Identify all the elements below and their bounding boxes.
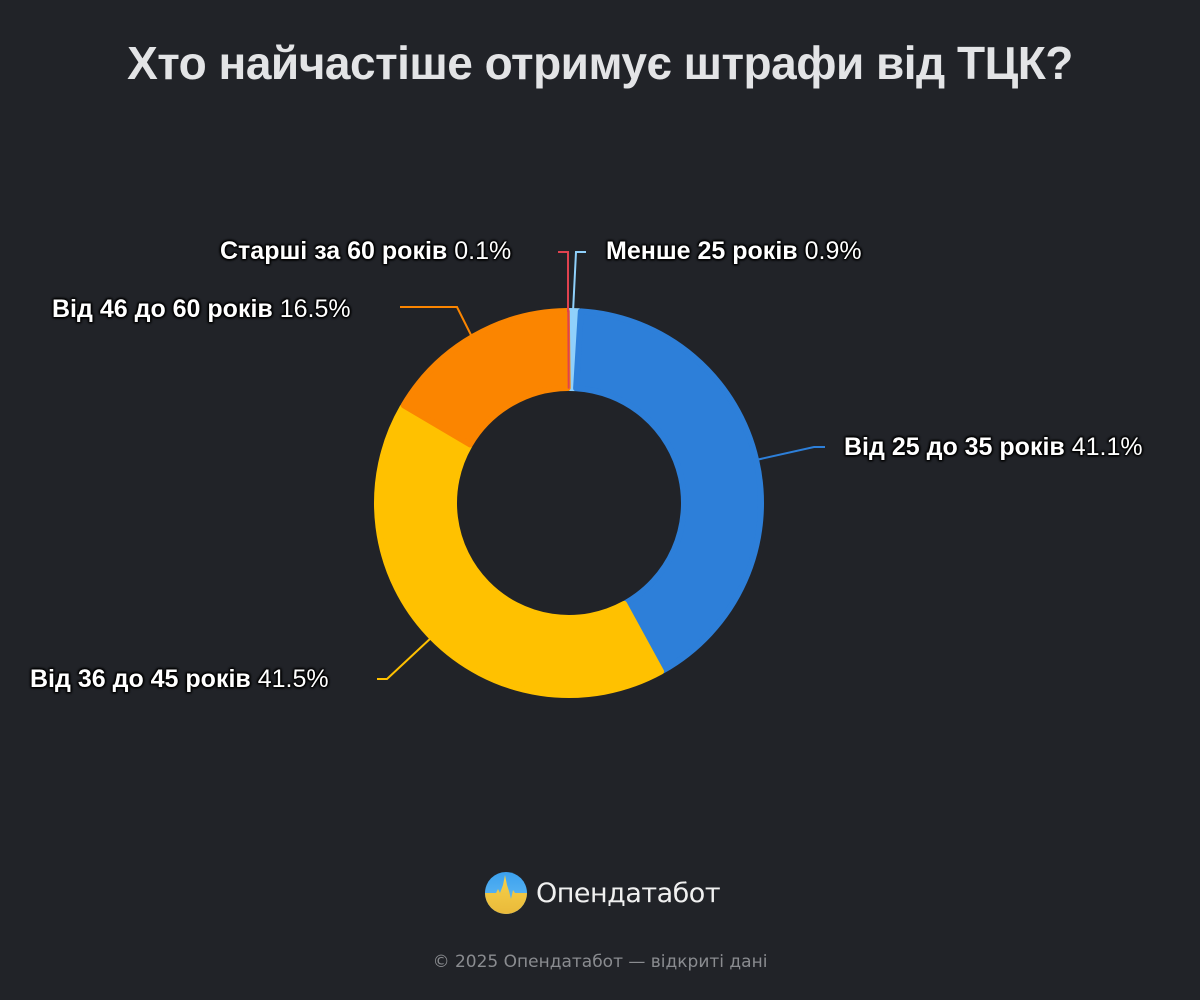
label-25-35-pct: 41.1% — [1071, 433, 1143, 461]
opendatabot-logo-icon — [485, 872, 527, 914]
label-over-60-pct: 0.1% — [454, 237, 512, 265]
label-25-35-name: Від 25 до 35 років — [844, 433, 1065, 461]
brand-name: Опендатабот — [536, 877, 721, 909]
label-25-35: Від 25 до 35 років 41.1% — [844, 432, 1143, 462]
chart-title: Хто найчастіше отримує штрафи від ТЦК? — [127, 37, 1073, 89]
leader-lines — [377, 251, 825, 680]
label-under-25: Менше 25 років 0.9% — [606, 236, 862, 266]
slice-over-60 — [567, 310, 570, 389]
label-46-60: Від 46 до 60 років 16.5% — [52, 294, 351, 324]
leader-line-36-45 — [377, 636, 433, 680]
leader-line-under-25 — [572, 251, 586, 313]
leader-line-over-60 — [558, 251, 569, 312]
footer-copyright: © 2025 Опендатабот — відкриті дані — [432, 952, 768, 972]
label-under-25-pct: 0.9% — [804, 237, 862, 265]
label-over-60-name: Старші за 60 років — [220, 237, 448, 265]
slice-25-35 — [573, 308, 764, 674]
label-36-45: Від 36 до 45 років 41.5% — [30, 664, 329, 694]
brand: Опендатабот — [484, 871, 721, 915]
label-36-45-pct: 41.5% — [257, 665, 329, 693]
label-over-60: Старші за 60 років 0.1% — [220, 236, 511, 266]
leader-line-46-60 — [400, 306, 474, 340]
label-under-25-name: Менше 25 років — [606, 237, 798, 265]
leader-line-25-35 — [755, 446, 825, 461]
donut-slices — [374, 308, 764, 698]
slice-36-45 — [374, 404, 665, 698]
slice-46-60 — [400, 308, 571, 448]
label-46-60-pct: 16.5% — [279, 295, 351, 323]
label-46-60-name: Від 46 до 60 років — [52, 295, 273, 323]
label-36-45-name: Від 36 до 45 років — [30, 665, 251, 693]
